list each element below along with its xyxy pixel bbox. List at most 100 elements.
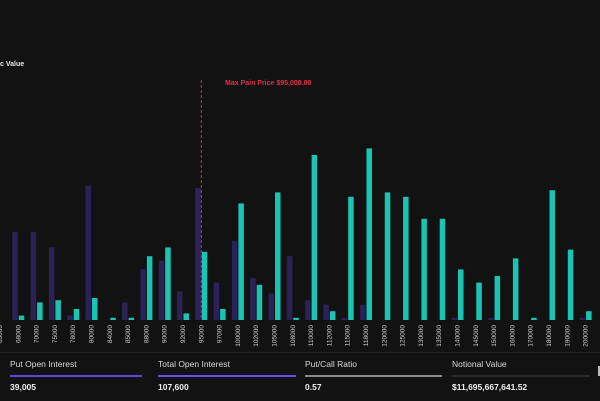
put-bar[interactable] [122,302,128,320]
put-bar[interactable] [360,304,366,320]
x-tick-label: 65000 [0,325,4,343]
put-bar[interactable] [305,300,311,320]
stat-total-open-interest: Total Open Interest 107,600 [158,359,296,392]
put-bar[interactable] [451,317,458,320]
x-tick-label: 75000 [52,325,59,343]
put-bar[interactable] [12,232,18,320]
call-bar[interactable] [201,251,208,320]
call-bar[interactable] [256,284,263,320]
call-bar[interactable] [512,258,519,320]
stat-label: Total Open Interest [158,359,230,369]
call-bar[interactable] [18,315,25,320]
call-bar[interactable] [494,276,501,320]
put-bar[interactable] [30,232,37,320]
x-tick-label: 180000 [546,325,553,347]
put-bar[interactable] [268,293,275,320]
call-bar[interactable] [531,317,537,320]
stat-underline [305,375,442,377]
x-tick-label: 78000 [70,325,77,343]
x-tick-label: 190000 [564,325,571,347]
stats-bar: Put Open Interest 39,005 Total Open Inte… [0,352,600,401]
call-bar[interactable] [238,203,244,320]
call-bar[interactable] [220,309,226,320]
x-tick-label: 68000 [15,325,22,343]
put-bar[interactable] [85,185,92,320]
stat-notional-value: Notional Value $11,695,667,641.52 [452,359,590,392]
call-bar[interactable] [183,313,190,320]
call-bar[interactable] [567,249,574,320]
x-tick-label: 170000 [528,325,535,347]
call-bar[interactable] [110,317,116,320]
put-bar[interactable] [250,278,256,320]
x-tick-label: 92000 [180,325,187,343]
stat-value: $11,695,667,641.52 [452,382,528,392]
x-tick-label: 120000 [381,325,388,347]
x-tick-label: 97000 [217,325,224,343]
scroll-edge-marker [598,366,600,376]
x-tick-label: 115000 [345,325,352,347]
bar-chart: 65000 68000 70000 75000 78000 80000 84000 85000… [0,80,592,347]
x-tick-label: 160000 [509,325,516,347]
x-tick-label: 105000 [272,325,279,347]
call-bar[interactable] [128,317,135,320]
x-tick-label: 95000 [198,325,205,343]
x-tick-label: 102000 [253,325,260,347]
stat-label: Put/Call Ratio [305,359,357,369]
call-bar[interactable] [421,218,427,320]
put-bar[interactable] [140,269,146,320]
x-tick-label: 135000 [436,325,443,347]
stat-value: 39,005 [10,382,36,392]
call-bar[interactable] [348,196,354,320]
call-bar[interactable] [439,218,446,320]
call-bar[interactable] [92,298,98,320]
put-bar[interactable] [286,256,293,320]
stat-underline [158,375,296,377]
call-bar[interactable] [37,302,43,320]
call-bar[interactable] [458,269,464,320]
x-tick-label: 110000 [308,325,315,347]
call-bar[interactable] [549,190,556,320]
x-tick-label: 140000 [455,325,462,347]
x-tick-label: 125000 [400,325,407,347]
put-bar[interactable] [579,317,586,320]
call-bar[interactable] [311,155,318,320]
stat-value: 107,600 [158,382,189,392]
put-bar[interactable] [213,282,220,320]
call-bar[interactable] [146,256,153,320]
x-tick-label: 200000 [583,325,590,347]
x-tick-label: 112000 [326,325,333,347]
call-bar[interactable] [366,148,373,320]
stat-underline [10,375,142,377]
call-bar[interactable] [275,192,281,320]
x-tick-label: 108000 [290,325,297,347]
call-bar[interactable] [293,317,299,320]
call-bar[interactable] [55,300,61,320]
chart-area: 65000 68000 70000 75000 78000 80000 84000 85000… [0,61,592,347]
max-pain-label: Max Pain Price $95,000.00 [225,80,312,87]
call-bar[interactable] [165,247,171,320]
put-bar[interactable] [48,247,55,320]
call-bar[interactable] [403,196,409,320]
legend-label: c Value [0,61,25,68]
call-bar[interactable] [384,192,391,320]
x-tick-label: 118000 [363,325,370,347]
put-bar[interactable] [323,304,329,320]
call-bar[interactable] [329,311,336,320]
put-bar[interactable] [158,260,165,320]
stat-label: Put Open Interest [10,359,77,369]
stat-underline [452,375,590,377]
stat-put-call-ratio: Put/Call Ratio 0.57 [305,359,442,392]
call-bar[interactable] [476,282,482,320]
call-bar[interactable] [586,311,592,320]
call-bar[interactable] [73,309,80,320]
put-bar[interactable] [231,240,238,320]
put-bar[interactable] [488,317,494,320]
x-tick-label: 145000 [473,325,480,347]
put-bar[interactable] [177,291,183,320]
stat-label: Notional Value [452,359,507,369]
stat-value: 0.57 [305,382,322,392]
put-bar[interactable] [67,315,73,320]
put-bar[interactable] [195,188,201,320]
put-bar[interactable] [341,317,348,320]
x-tick-label: 88000 [143,325,150,343]
